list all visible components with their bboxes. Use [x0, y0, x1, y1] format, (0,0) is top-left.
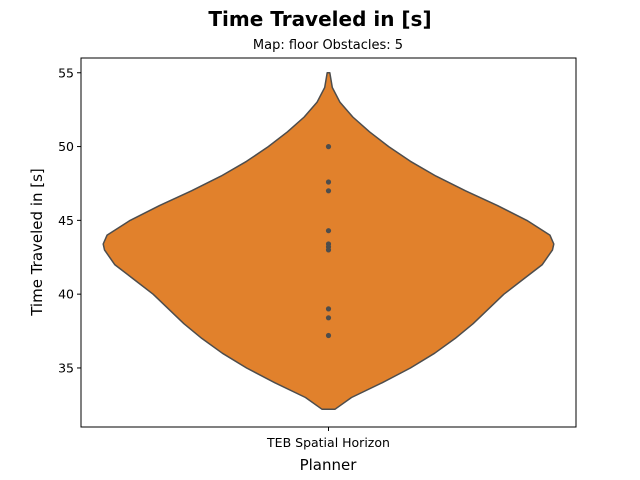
y-tick-label: 50: [58, 139, 74, 154]
data-point: [325, 247, 332, 253]
points-layer: [325, 144, 332, 339]
y-axis-ticks: 35 40 45 50 55: [58, 65, 81, 375]
chart-title: Time Traveled in [s]: [208, 7, 431, 31]
violin-body: [102, 72, 555, 411]
violin-layer: [102, 72, 555, 411]
y-tick-label: 55: [58, 65, 74, 80]
y-tick-label: 45: [58, 213, 74, 228]
data-point: [325, 188, 332, 194]
chart-subtitle: Map: floor Obstacles: 5: [253, 38, 403, 53]
data-point: [325, 228, 332, 234]
y-axis-label: Time Traveled in [s]: [28, 168, 46, 317]
data-point: [325, 315, 332, 321]
x-tick-label: TEB Spatial Horizon: [266, 435, 390, 450]
x-axis-ticks: TEB Spatial Horizon: [266, 427, 390, 450]
y-tick-label: 35: [58, 360, 74, 375]
data-point: [325, 179, 332, 185]
data-point: [325, 332, 332, 339]
x-axis-label: Planner: [300, 456, 358, 474]
data-point: [325, 144, 332, 150]
data-point: [325, 306, 332, 312]
y-tick-label: 40: [58, 287, 74, 302]
